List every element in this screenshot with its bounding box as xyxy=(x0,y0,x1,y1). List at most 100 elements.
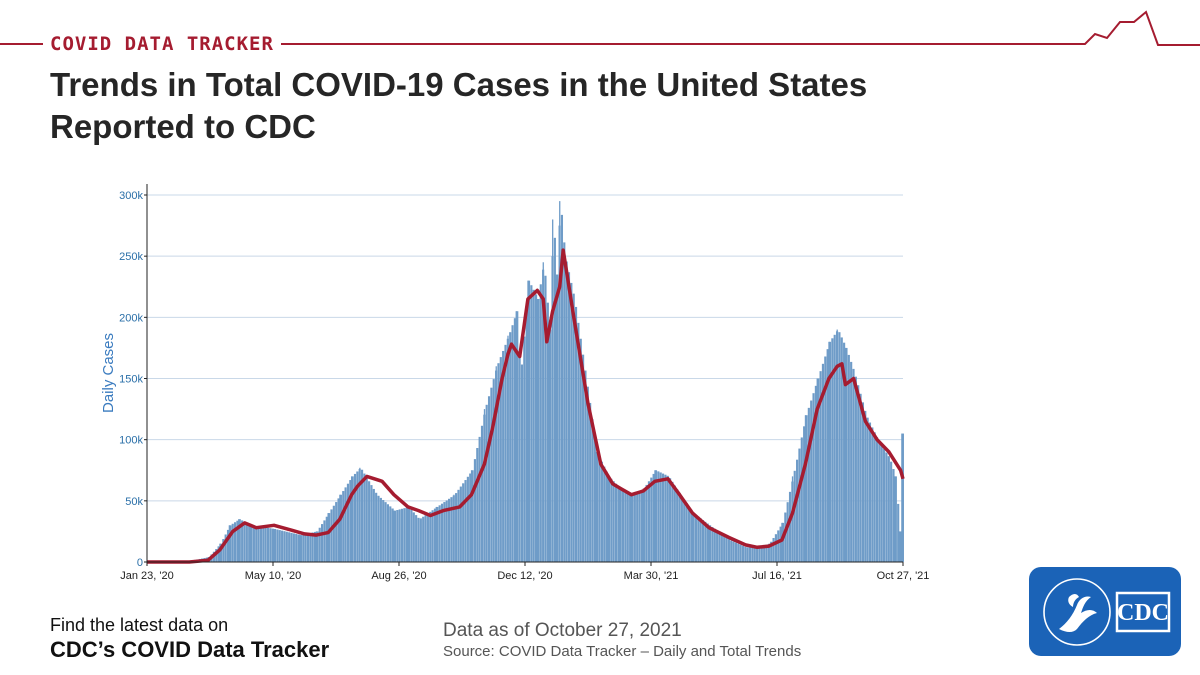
daily-case-bar xyxy=(365,477,368,562)
footer-line-1: Find the latest data on xyxy=(50,615,229,635)
daily-case-bar xyxy=(429,511,432,562)
daily-case-bar xyxy=(405,507,408,562)
daily-case-bar xyxy=(236,520,239,562)
daily-case-bar xyxy=(311,532,314,562)
daily-case-bar xyxy=(516,311,519,562)
daily-case-bar xyxy=(824,356,827,562)
daily-case-bar xyxy=(673,485,676,562)
daily-case-bar xyxy=(600,461,603,562)
daily-case-bar xyxy=(845,347,848,562)
daily-case-bar xyxy=(781,522,785,562)
daily-case-bar xyxy=(321,524,324,562)
daily-case-bar xyxy=(443,502,446,562)
daily-case-bar xyxy=(417,519,420,562)
daily-case-bar xyxy=(631,494,634,562)
daily-case-bar xyxy=(709,525,712,562)
x-tick-label: Jan 23, '20 xyxy=(120,570,173,582)
daily-case-bar xyxy=(777,530,780,562)
daily-case-bar xyxy=(478,436,481,562)
daily-case-bar xyxy=(607,476,609,562)
daily-case-bar xyxy=(864,415,867,562)
x-tick-label: Jul 16, '21 xyxy=(752,570,802,582)
daily-case-bar xyxy=(262,527,265,562)
daily-case-bar xyxy=(774,534,777,562)
daily-case-bar xyxy=(713,528,716,562)
daily-case-bar xyxy=(250,525,253,562)
daily-case-bar xyxy=(892,469,895,562)
daily-case-bar xyxy=(485,404,488,562)
daily-case-bar xyxy=(335,502,338,562)
daily-case-bar xyxy=(515,311,517,562)
daily-case-bar xyxy=(711,527,714,562)
daily-case-bar xyxy=(495,366,497,562)
daily-case-bar xyxy=(219,543,223,562)
daily-case-bar xyxy=(866,417,869,562)
daily-case-bar xyxy=(899,531,902,562)
daily-case-bar xyxy=(302,534,305,562)
daily-case-bar xyxy=(238,519,240,562)
daily-case-bar xyxy=(563,256,566,562)
daily-case-bar xyxy=(339,494,341,562)
x-tick-label: Mar 30, '21 xyxy=(624,570,679,582)
daily-case-bar xyxy=(871,427,874,562)
daily-case-bar xyxy=(751,547,754,562)
daily-case-bar xyxy=(306,533,310,562)
daily-case-bar xyxy=(741,545,745,562)
daily-case-bar xyxy=(276,529,279,562)
daily-case-bar xyxy=(804,415,807,562)
daily-case-bar xyxy=(473,459,477,562)
daily-case-bar xyxy=(854,376,857,562)
daily-case-bar xyxy=(885,452,888,562)
daily-case-bar xyxy=(873,432,876,562)
daily-case-bar xyxy=(584,378,587,562)
daily-case-bar xyxy=(248,524,251,562)
daily-case-bar xyxy=(781,522,783,562)
daily-case-bar xyxy=(697,516,700,562)
daily-case-bar xyxy=(669,478,672,562)
daily-case-bar xyxy=(492,379,495,562)
daily-case-bar xyxy=(888,458,890,562)
daily-case-bar xyxy=(323,520,326,562)
source-text: Source: COVID Data Tracker – Daily and T… xyxy=(443,643,802,660)
daily-case-bar xyxy=(363,473,366,562)
daily-case-bar xyxy=(359,467,361,562)
daily-case-bar xyxy=(234,522,237,562)
daily-case-bar xyxy=(393,510,395,562)
daily-case-bar xyxy=(574,306,578,562)
daily-case-bar xyxy=(589,402,592,562)
daily-case-bar xyxy=(245,522,248,562)
y-tick-label: 300k xyxy=(119,190,143,202)
daily-case-bar xyxy=(527,280,529,562)
daily-case-bar xyxy=(304,534,307,562)
daily-case-bar xyxy=(530,285,533,562)
x-tick-label: Oct 27, '21 xyxy=(877,570,930,582)
header-sparkline xyxy=(0,10,1200,46)
daily-case-bar xyxy=(342,491,345,562)
daily-case-bar xyxy=(313,531,317,562)
daily-case-bar xyxy=(455,493,458,562)
daily-case-bar xyxy=(659,472,662,562)
daily-case-bar xyxy=(344,487,347,562)
daily-case-bar xyxy=(398,509,401,562)
daily-case-bar xyxy=(843,342,846,562)
daily-case-bar xyxy=(523,336,526,562)
daily-case-bar xyxy=(290,532,293,562)
daily-case-bar xyxy=(868,422,872,562)
y-tick-label: 0 xyxy=(137,557,143,569)
daily-case-bar xyxy=(803,426,806,562)
daily-case-bar xyxy=(676,489,679,562)
daily-case-bar xyxy=(349,480,352,562)
daily-case-bar xyxy=(273,528,277,562)
daily-case-bar xyxy=(720,533,723,562)
daily-case-bar xyxy=(389,506,392,562)
daily-case-bar xyxy=(683,499,686,562)
daily-case-bar xyxy=(763,545,766,562)
daily-case-bar xyxy=(814,385,817,562)
daily-case-bar xyxy=(800,437,803,562)
daily-case-bar xyxy=(539,284,542,562)
x-tick-label: May 10, '20 xyxy=(245,570,302,582)
daily-case-bar xyxy=(546,302,549,562)
daily-case-bar xyxy=(701,520,705,562)
daily-case-bar xyxy=(645,484,648,562)
x-tick-labels: Jan 23, '20 May 10, '20 Aug 26, '20 Dec 12,… xyxy=(120,562,929,582)
